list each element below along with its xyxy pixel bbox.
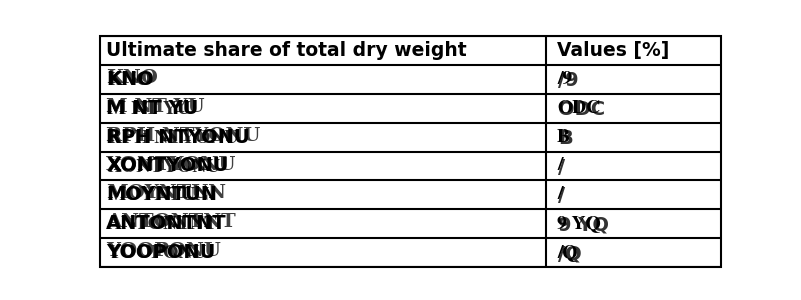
Text: MOYNTUN: MOYNTUN [107,185,217,204]
Text: /: / [557,186,562,203]
Text: ANTONTNT: ANTONTNT [107,214,227,233]
Text: MOYNTUN: MOYNTUN [106,184,226,202]
Text: 9 YQ: 9 YQ [558,215,610,234]
Text: YOOPONU: YOOPONU [106,242,220,260]
Text: YOOPONU: YOOPONU [107,243,215,262]
Text: KNO: KNO [107,72,152,89]
Text: ANTONTNT: ANTONTNT [106,213,235,231]
Text: /Q: /Q [557,244,578,261]
Text: RPH NTYONU: RPH NTYONU [107,128,250,147]
Text: M NT YU: M NT YU [107,99,199,118]
Text: B: B [557,129,570,146]
Text: YOOPONU: YOOPONU [107,245,207,262]
Text: ODC: ODC [558,100,606,119]
Text: KNO: KNO [107,70,155,89]
Text: MOYNTUN: MOYNTUN [107,188,210,205]
Text: RPH NTYONU: RPH NTYONU [106,127,260,145]
Text: M NT YU: M NT YU [107,101,191,118]
Text: ANTONTNT: ANTONTNT [107,216,217,233]
Text: /9: /9 [558,71,579,90]
Text: RPH NTYONU: RPH NTYONU [107,130,238,147]
Text: XONTYONU: XONTYONU [107,159,221,176]
Text: /9: /9 [557,71,572,88]
Text: M NT YU: M NT YU [106,98,204,116]
Text: XONTYONU: XONTYONU [106,156,236,174]
Text: XONTYONU: XONTYONU [107,156,229,176]
Text: 9 YQ: 9 YQ [557,215,601,232]
Text: /: / [558,158,566,177]
Text: /: / [558,187,566,206]
Text: ODC: ODC [557,100,600,117]
Text: /: / [557,158,562,174]
Text: /Q: /Q [558,244,582,263]
Text: Values [%]: Values [%] [557,41,670,60]
Text: KNO: KNO [106,69,158,87]
Text: B: B [558,129,573,148]
Text: Ultimate share of total dry weight: Ultimate share of total dry weight [107,41,467,60]
